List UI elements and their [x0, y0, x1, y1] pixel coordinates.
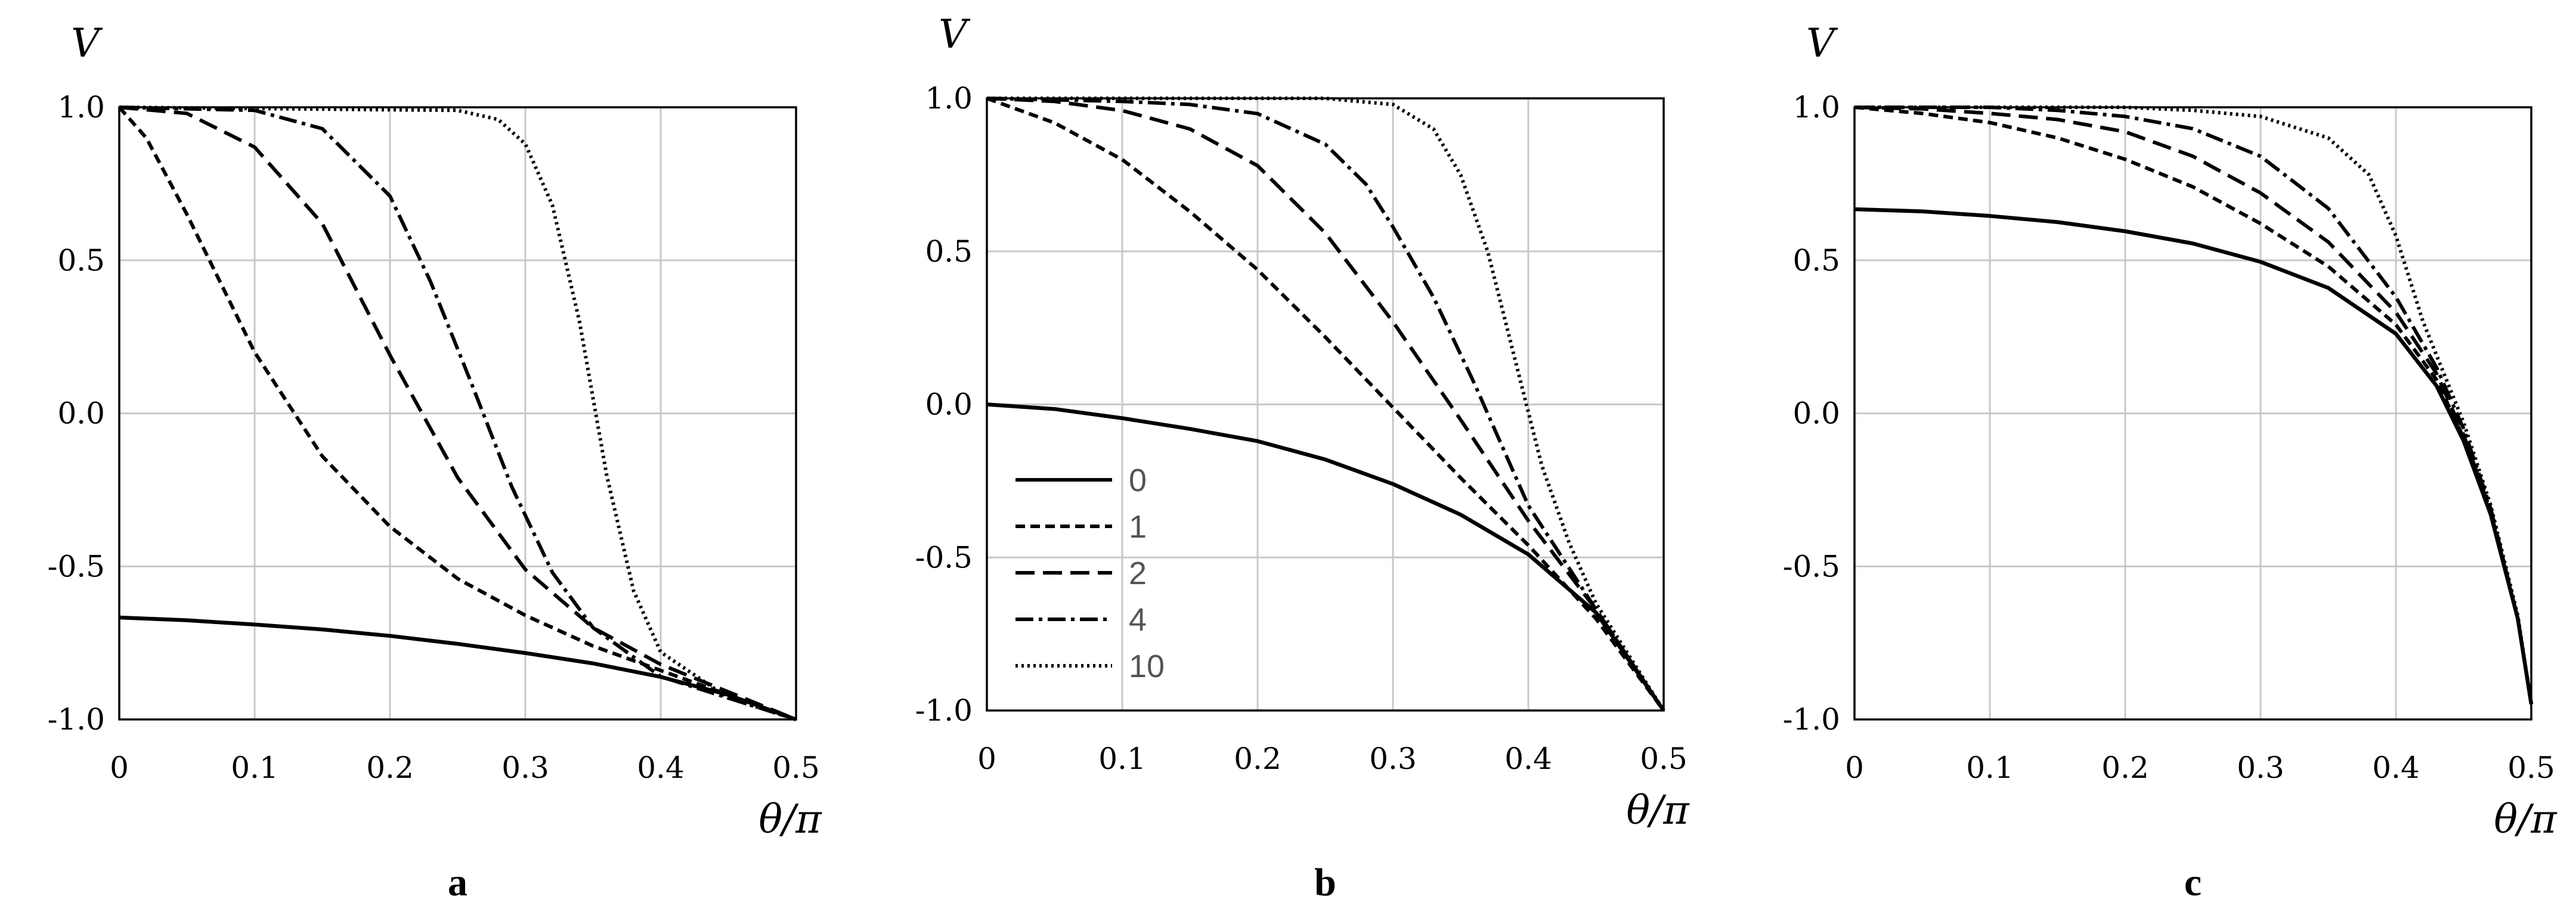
- legend-label: 4: [1129, 602, 1147, 638]
- legend-label: 2: [1129, 556, 1147, 591]
- panel-label: a: [448, 861, 467, 904]
- legend-label: 0: [1129, 463, 1147, 498]
- y-tick-label: 0.5: [57, 243, 105, 278]
- x-tick-label: 0.1: [1966, 750, 2014, 785]
- legend: 0 1 2 4 10: [1015, 463, 1165, 684]
- chart-panel-c: 0 0.1 0.2 0.3 0.4 0.5 1.0 0.5 0.0 -0.5 -1.0 Vθ/π c: [1783, 20, 2558, 904]
- series-line-10: [987, 97, 1665, 712]
- y-tick-label: 1.0: [925, 81, 973, 116]
- series-line-2: [119, 106, 797, 721]
- legend-label: 1: [1129, 509, 1147, 545]
- y-tick-label: 0.0: [57, 396, 105, 431]
- plot-frame: [1853, 106, 2532, 721]
- legend-label: 10: [1129, 649, 1165, 684]
- x-tick-label: 0.3: [1369, 741, 1417, 776]
- series-line-0: [119, 615, 797, 722]
- y-tick-label: 1.0: [1792, 90, 1840, 125]
- x-tick-label: 0.3: [2237, 750, 2284, 785]
- x-tick-label: 0.1: [231, 750, 278, 785]
- panel-label: c: [2184, 861, 2202, 904]
- x-tick-label: 0.2: [1234, 741, 1281, 776]
- x-tick-label: 0.5: [1640, 741, 1688, 776]
- series-line-1: [117, 106, 797, 721]
- series-line-1: [986, 97, 1665, 712]
- y-axis-label: V: [1806, 20, 1838, 66]
- series-line-2: [1854, 106, 2533, 705]
- y-tick-label: -0.5: [48, 549, 105, 584]
- x-tick-label: 0.3: [501, 750, 549, 785]
- y-axis-label: V: [939, 11, 971, 57]
- chart-panel-a: 0 0.1 0.2 0.3 0.4 0.5 1.0 0.5 0.0 -0.5 -1.0 Vθ/π a: [48, 20, 823, 904]
- x-tick-label: 0: [1845, 750, 1864, 785]
- y-tick-label: 0.5: [925, 234, 973, 269]
- plot-frame: [118, 106, 797, 721]
- y-tick-label: 0.0: [925, 387, 973, 422]
- series-line-1: [1854, 106, 2533, 705]
- series-line-4: [986, 97, 1665, 712]
- series-line-4: [1854, 106, 2533, 705]
- x-tick-label: 0.2: [366, 750, 414, 785]
- x-tick-label: 0.1: [1098, 741, 1146, 776]
- x-axis-label: θ/π: [758, 796, 822, 842]
- x-axis-label: θ/π: [2494, 796, 2558, 842]
- x-tick-label: 0.4: [637, 750, 685, 785]
- y-tick-label: -1.0: [1783, 702, 1840, 737]
- x-tick-label: 0: [110, 750, 129, 785]
- y-tick-label: 0.0: [1792, 396, 1840, 431]
- y-tick-label: -0.5: [915, 540, 973, 575]
- series-line-4: [119, 106, 797, 721]
- y-tick-label: -1.0: [915, 693, 973, 728]
- y-tick-label: 0.5: [1792, 243, 1840, 278]
- x-tick-label: 0.5: [2507, 750, 2555, 785]
- series-line-10: [1854, 106, 2533, 705]
- y-tick-label: -0.5: [1783, 549, 1840, 584]
- x-tick-label: 0.2: [2101, 750, 2149, 785]
- x-tick-label: 0: [977, 741, 996, 776]
- x-tick-label: 0.5: [772, 750, 820, 785]
- panel-label: b: [1314, 861, 1336, 904]
- series-line-2: [986, 97, 1665, 712]
- y-tick-label: -1.0: [48, 702, 105, 737]
- series-line-0: [986, 402, 1665, 712]
- x-axis-label: θ/π: [1626, 787, 1690, 833]
- series-line-0: [1854, 207, 2534, 705]
- x-tick-label: 0.4: [1504, 741, 1552, 776]
- series-line-10: [119, 106, 797, 721]
- x-tick-label: 0.4: [2372, 750, 2420, 785]
- y-tick-label: 1.0: [57, 90, 105, 125]
- y-axis-label: V: [71, 20, 103, 66]
- chart-panel-b: 0 0.1 0.2 0.3 0.4 0.5 1.0 0.5 0.0 -0.5 -1.0 Vθ/π b 0 1…: [915, 11, 1690, 904]
